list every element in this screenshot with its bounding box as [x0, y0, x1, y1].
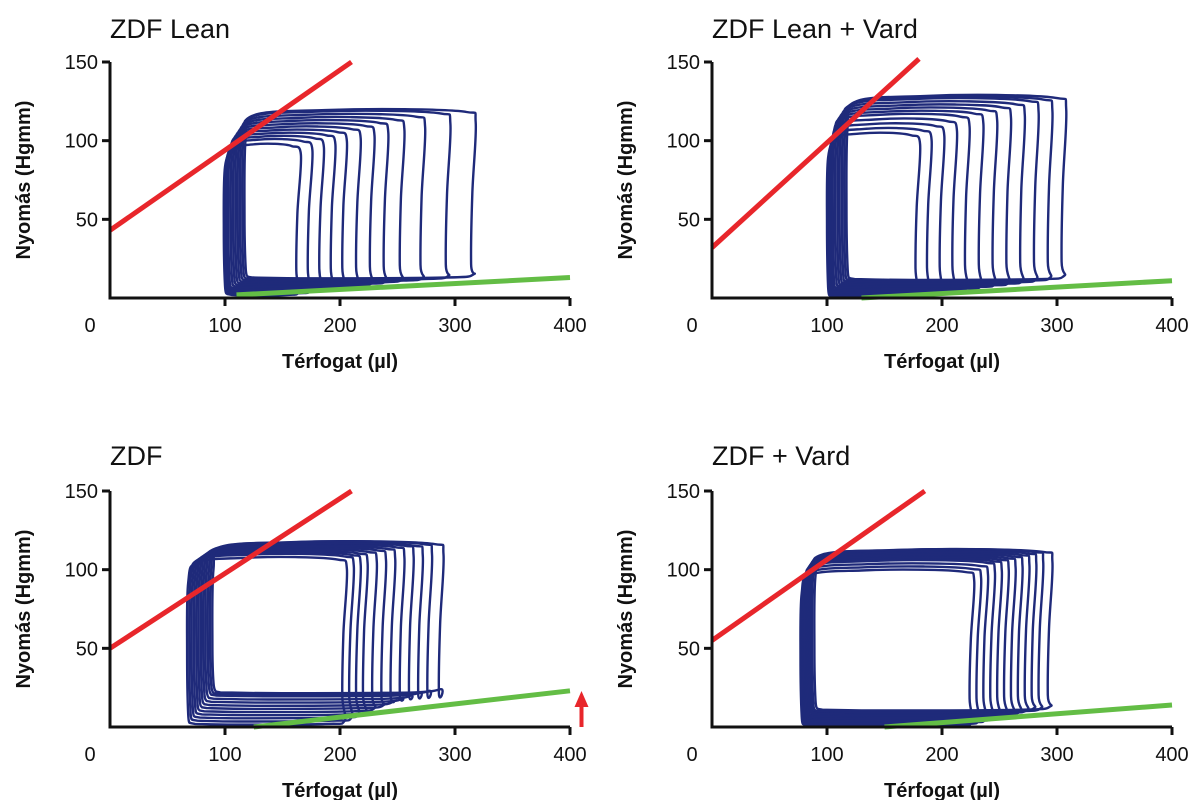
x-axis-label: Térfogat (µl) — [884, 351, 1000, 373]
x-tick-label: 0 — [686, 744, 697, 766]
arrow-up-icon — [574, 691, 589, 727]
y-tick-label: 50 — [678, 638, 700, 660]
x-tick-label: 400 — [553, 744, 586, 766]
y-tick-label: 150 — [667, 481, 700, 503]
pv-loops — [185, 539, 445, 726]
pv-loop-12 — [211, 539, 445, 699]
panel-title: ZDF — [110, 441, 162, 471]
pv-loop-6 — [197, 546, 388, 711]
espvr-line — [710, 488, 927, 643]
x-tick-label: 400 — [1155, 315, 1188, 337]
x-tick-label: 200 — [323, 744, 356, 766]
panel-title: ZDF Lean + Vard — [712, 14, 918, 44]
x-tick-label: 200 — [925, 744, 958, 766]
pv-loop-7 — [199, 544, 397, 707]
pv-loops — [222, 107, 478, 297]
y-axis-label: Nyomás (Hgmm) — [13, 101, 35, 260]
y-tick-label: 100 — [65, 560, 98, 582]
edpvr-line — [236, 275, 571, 298]
y-tick-label: 100 — [65, 131, 98, 153]
x-tick-label: 400 — [553, 315, 586, 337]
pv-loop-11 — [842, 95, 1054, 283]
y-tick-label: 100 — [667, 131, 700, 153]
x-tick-label: 100 — [208, 744, 241, 766]
panel-title: ZDF Lean — [110, 14, 230, 44]
x-tick-label: 300 — [438, 315, 471, 337]
y-tick-label: 150 — [667, 52, 700, 74]
x-tick-label: 100 — [810, 315, 843, 337]
x-tick-label: 200 — [323, 315, 356, 337]
espvr-line — [108, 488, 353, 651]
pv-loop-12 — [845, 93, 1068, 282]
pv-loop-2 — [800, 565, 983, 726]
pv-loop-11 — [240, 109, 452, 282]
pv-loop-4 — [829, 117, 959, 294]
pv-loop-7 — [231, 122, 376, 288]
x-tick-label: 200 — [925, 315, 958, 337]
pv-loop-8 — [836, 103, 1013, 288]
pv-loop-9 — [838, 99, 1027, 286]
pv-loop-1 — [799, 568, 976, 728]
x-axis-label: Térfogat (µl) — [282, 780, 398, 800]
x-tick-label: 300 — [438, 744, 471, 766]
panel-zdf-vard: ZDF + Vard 0 100 200 300 400 50 100 150 Térfogat … — [615, 441, 1189, 800]
y-tick-label: 50 — [76, 638, 98, 660]
y-axis-label: Nyomás (Hgmm) — [13, 530, 35, 689]
pv-loop-4 — [802, 558, 997, 723]
pv-loop-10 — [206, 541, 425, 700]
edpvr-line — [253, 688, 571, 730]
pv-loop-2 — [188, 552, 356, 723]
pv-loop-3 — [801, 562, 990, 725]
panel-zdf-lean: ZDF Lean 0 100 200 300 400 50 100 150 Térfogat (µ… — [13, 14, 587, 373]
x-tick-label: 0 — [84, 315, 95, 337]
axes — [710, 491, 1172, 729]
x-axis-label: Térfogat (µl) — [282, 351, 398, 373]
pv-loop-10 — [840, 96, 1040, 285]
pv-loop-7 — [833, 106, 999, 289]
pv-loop-1 — [185, 555, 349, 726]
pv-loop-6 — [831, 109, 985, 291]
pv-loop-5 — [803, 557, 1004, 722]
pv-loop-8 — [201, 543, 406, 704]
pv-loop-11 — [208, 539, 434, 700]
y-tick-label: 50 — [76, 209, 98, 231]
pv-loops — [825, 93, 1068, 299]
pv-loop-9 — [204, 541, 415, 701]
x-tick-label: 100 — [208, 315, 241, 337]
x-tick-label: 0 — [84, 744, 95, 766]
pv-loop-8 — [807, 552, 1024, 717]
pv-loop-12 — [813, 547, 1054, 712]
espvr-line — [710, 57, 921, 250]
y-tick-label: 100 — [667, 560, 700, 582]
y-tick-label: 150 — [65, 481, 98, 503]
y-tick-label: 150 — [65, 52, 98, 74]
x-tick-label: 300 — [1040, 315, 1073, 337]
pv-loops — [799, 547, 1054, 728]
pv-loop-5 — [830, 112, 971, 293]
pv-loop-12 — [243, 107, 478, 280]
espvr-line — [108, 59, 353, 233]
axes — [108, 491, 570, 729]
edpvr-line — [884, 702, 1173, 730]
panel-title: ZDF + Vard — [712, 441, 850, 471]
x-tick-label: 300 — [1040, 744, 1073, 766]
x-axis-label: Térfogat (µl) — [884, 780, 1000, 800]
pv-loop-5 — [194, 547, 379, 714]
x-tick-label: 0 — [686, 315, 697, 337]
y-axis-label: Nyomás (Hgmm) — [615, 530, 637, 689]
y-tick-label: 50 — [678, 209, 700, 231]
panel-zdf: ZDF 0 100 200 300 400 50 100 150 Térfogat (µl) Nyo… — [13, 441, 589, 800]
y-axis-label: Nyomás (Hgmm) — [615, 101, 637, 260]
arrow-head — [574, 691, 589, 707]
edpvr-line — [861, 278, 1173, 301]
x-tick-label: 400 — [1155, 744, 1188, 766]
x-tick-label: 100 — [810, 744, 843, 766]
panel-zdf-lean-vard: ZDF Lean + Vard 0 100 200 300 400 50 100 150 Térf… — [615, 14, 1189, 373]
